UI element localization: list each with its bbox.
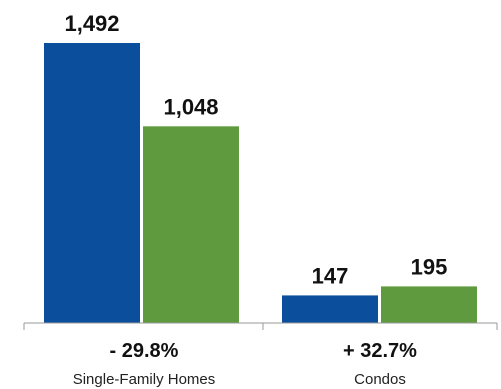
value-label-single-family-series2: 1,048: [163, 94, 218, 119]
bar-condos-series1: [282, 295, 378, 323]
category-label-single-family: Single-Family Homes: [73, 371, 216, 388]
bar-single-family-series2: [143, 126, 239, 323]
value-label-single-family-series1: 1,492: [64, 11, 119, 36]
value-label-condos-series1: 147: [312, 263, 349, 288]
category-label-condos: Condos: [354, 371, 406, 388]
change-label-single-family: - 29.8%: [110, 340, 179, 362]
change-label-condos: + 32.7%: [343, 340, 417, 362]
value-label-condos-series2: 195: [411, 254, 448, 279]
bar-condos-series2: [381, 286, 477, 323]
bars-group: [44, 43, 477, 323]
bar-single-family-series1: [44, 43, 140, 323]
value-labels-group: 1,492 147 1,048 195: [64, 11, 447, 288]
